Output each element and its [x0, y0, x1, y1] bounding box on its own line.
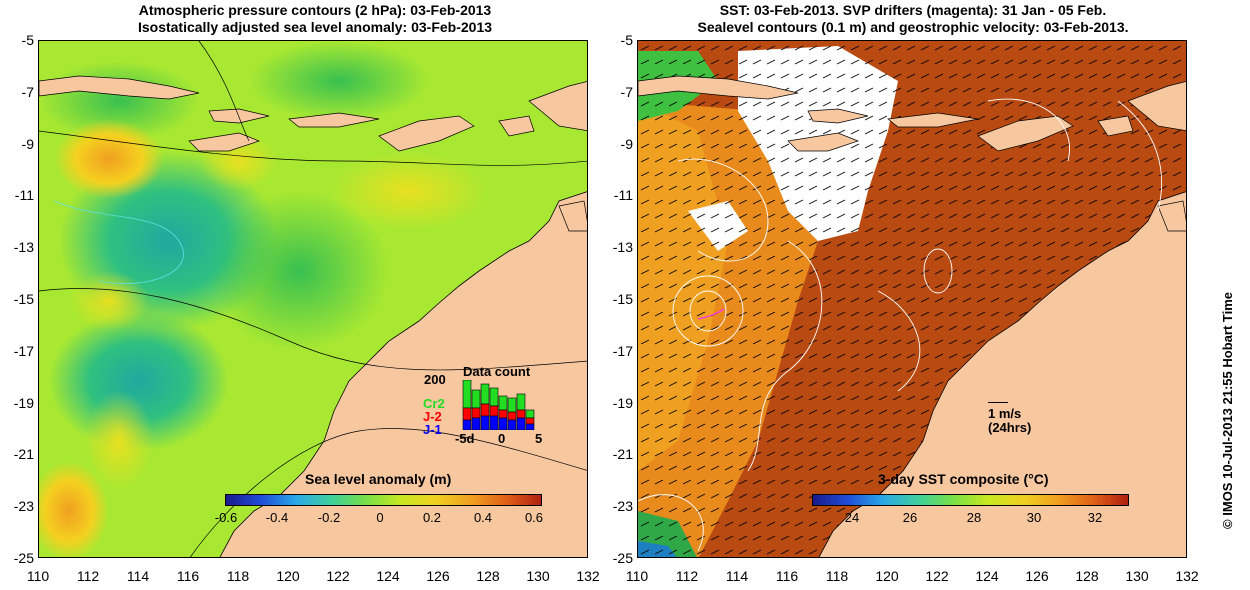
- y-tick-label: -21: [612, 446, 633, 463]
- y-tick-label: -17: [13, 342, 34, 359]
- x-tick-label: 130: [526, 568, 550, 584]
- data-count-xlabel: 5: [535, 431, 543, 446]
- sst-colorbar: [812, 494, 1129, 506]
- x-tick-label: 120: [276, 568, 300, 584]
- y-tick-label: -5: [620, 32, 633, 48]
- x-tick-label: 110: [26, 568, 50, 584]
- sla-colorbar-label: -0.6: [214, 510, 238, 525]
- y-tick-label: -19: [13, 394, 34, 411]
- y-tick-label: -25: [13, 550, 34, 566]
- left-title-line1: Atmospheric pressure contours (2 hPa): 0…: [138, 2, 492, 18]
- legend-j1: J-1: [423, 422, 442, 437]
- x-tick-label: 118: [226, 568, 250, 584]
- data-count-title: Data count: [463, 364, 531, 379]
- left-title-line2: Isostatically adjusted sea level anomaly…: [137, 19, 493, 35]
- data-count-histogram: [462, 379, 540, 431]
- x-tick-label: 114: [725, 568, 749, 584]
- sst-colorbar-label: 24: [844, 510, 860, 525]
- x-tick-label: 122: [326, 568, 350, 584]
- x-tick-label: 112: [76, 568, 100, 584]
- sst-colorbar-label: 28: [966, 510, 982, 525]
- y-tick-label: -19: [612, 394, 633, 411]
- y-tick-label: -5: [21, 32, 34, 48]
- y-tick-label: -11: [14, 187, 34, 204]
- y-tick-label: -25: [612, 550, 633, 566]
- x-tick-label: 110: [625, 568, 649, 584]
- y-tick-label: -7: [21, 83, 34, 100]
- y-tick-label: -21: [13, 446, 34, 463]
- sla-colorbar-title: Sea level anomaly (m): [305, 471, 452, 487]
- sla-colorbar-label: 0.4: [473, 510, 493, 525]
- sst-colorbar-label: 26: [902, 510, 918, 525]
- y-tick-label: -23: [612, 498, 633, 515]
- y-tick-label: -7: [620, 83, 633, 100]
- sst-colorbar-label: 30: [1026, 510, 1042, 525]
- right-title-line2: Sealevel contours (0.1 m) and geostrophi…: [697, 19, 1129, 35]
- sla-colorbar-label: -0.2: [317, 510, 341, 525]
- x-tick-label: 122: [925, 568, 949, 584]
- x-tick-label: 126: [426, 568, 450, 584]
- sla-colorbar-label: 0.6: [524, 510, 544, 525]
- x-tick-label: 124: [975, 568, 999, 584]
- x-tick-label: 116: [775, 568, 799, 584]
- sst-colorbar-label: 32: [1087, 510, 1103, 525]
- y-tick-label: -13: [13, 239, 34, 256]
- x-tick-label: 126: [1025, 568, 1049, 584]
- x-tick-label: 112: [675, 568, 699, 584]
- right-title-line1: SST: 03-Feb-2013. SVP drifters (magenta)…: [719, 2, 1107, 18]
- y-tick-label: -23: [13, 498, 34, 515]
- x-tick-label: 116: [176, 568, 200, 584]
- sla-colorbar-label: 0: [376, 510, 384, 525]
- y-tick-label: -17: [612, 342, 633, 359]
- legend-cr2: Cr2: [423, 396, 445, 411]
- x-tick-label: 114: [126, 568, 150, 584]
- x-tick-label: 132: [576, 568, 600, 584]
- x-tick-label: 128: [1075, 568, 1099, 584]
- x-tick-label: 128: [476, 568, 500, 584]
- y-tick-label: -15: [13, 291, 34, 307]
- sla-colorbar: [225, 494, 542, 506]
- data-count-ymax: 200: [424, 372, 446, 387]
- sea-level-anomaly-map: [38, 40, 588, 558]
- legend-j2: J-2: [423, 409, 442, 424]
- y-tick-label: -9: [21, 135, 34, 152]
- velocity-scale-arrow: [988, 402, 1008, 403]
- data-count-xlabel: -5d: [455, 431, 475, 446]
- x-tick-label: 130: [1125, 568, 1149, 584]
- y-tick-label: -15: [612, 291, 633, 307]
- y-tick-label: -13: [612, 239, 633, 256]
- velocity-scale-label: 1 m/s: [988, 406, 1022, 421]
- imos-credit: © IMOS 10-Jul-2013 21:55 Hobart Time: [1220, 292, 1235, 529]
- x-tick-label: 120: [875, 568, 899, 584]
- x-tick-label: 132: [1175, 568, 1199, 584]
- x-tick-label: 124: [376, 568, 400, 584]
- y-tick-label: -11: [613, 187, 633, 204]
- sla-colorbar-label: -0.4: [265, 510, 289, 525]
- sst-map: [637, 40, 1187, 558]
- velocity-scale-sublabel: (24hrs): [988, 420, 1032, 435]
- y-tick-label: -9: [620, 135, 633, 152]
- x-tick-label: 118: [825, 568, 849, 584]
- sst-colorbar-title: 3-day SST composite (°C): [878, 471, 1049, 487]
- data-count-xlabel: 0: [498, 431, 506, 446]
- sla-colorbar-label: 0.2: [422, 510, 442, 525]
